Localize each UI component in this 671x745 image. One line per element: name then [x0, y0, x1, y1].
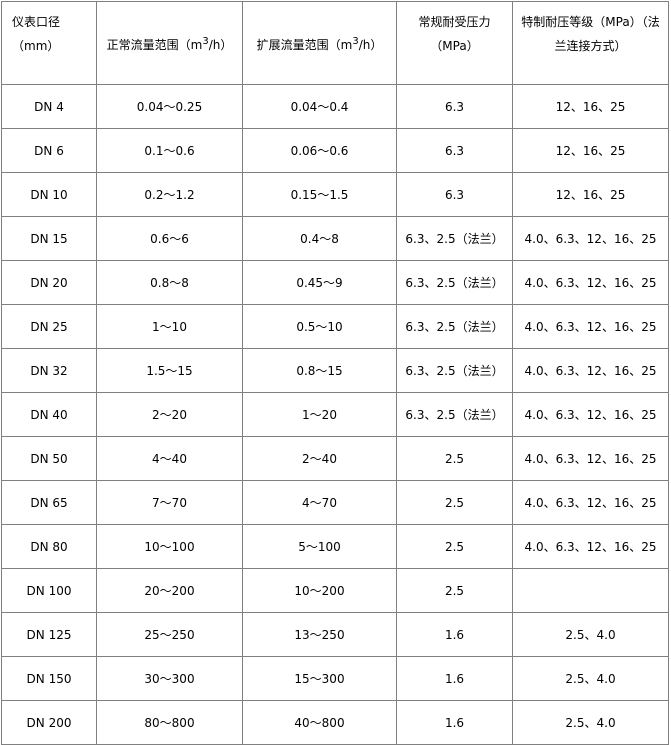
- cell-special-pressure: 4.0、6.3、12、16、25: [512, 392, 669, 437]
- header-extended-flow: 扩展流量范围（m3/h）: [242, 1, 397, 85]
- cell-caliber: DN 25: [1, 304, 97, 349]
- cell-special-pressure: 2.5、4.0: [512, 656, 669, 701]
- cell-caliber: DN 50: [1, 436, 97, 481]
- cell-caliber: DN 6: [1, 128, 97, 173]
- cell-normal-pressure: 6.3、2.5（法兰）: [396, 260, 513, 305]
- cell-normal-pressure: 1.6: [396, 656, 513, 701]
- cell-normal-pressure: 1.6: [396, 612, 513, 657]
- cell-normal-pressure: 2.5: [396, 436, 513, 481]
- table-row: DN 65 7～70 4～70 2.5 4.0、6.3、12、16、25: [1, 480, 669, 525]
- cell-extended-flow: 10～200: [242, 568, 397, 613]
- header-normal-flow-text: 正常流量范围（m: [106, 37, 203, 52]
- cell-extended-flow: 5～100: [242, 524, 397, 569]
- cell-extended-flow: 0.4～8: [242, 216, 397, 261]
- cell-normal-flow: 0.8～8: [96, 260, 243, 305]
- cell-special-pressure: 12、16、25: [512, 84, 669, 129]
- cell-normal-flow: 30～300: [96, 656, 243, 701]
- cell-caliber: DN 100: [1, 568, 97, 613]
- cell-special-pressure: 12、16、25: [512, 172, 669, 217]
- cell-extended-flow: 0.45～9: [242, 260, 397, 305]
- table-row: DN 100 20～200 10～200 2.5: [1, 568, 669, 613]
- cell-normal-flow: 10～100: [96, 524, 243, 569]
- table-row: DN 125 25～250 13～250 1.6 2.5、4.0: [1, 612, 669, 657]
- cell-normal-flow: 0.04～0.25: [96, 84, 243, 129]
- cell-special-pressure: 4.0、6.3、12、16、25: [512, 260, 669, 305]
- cell-extended-flow: 0.06～0.6: [242, 128, 397, 173]
- cell-normal-pressure: 6.3: [396, 172, 513, 217]
- cell-normal-pressure: 6.3、2.5（法兰）: [396, 392, 513, 437]
- cell-caliber: DN 80: [1, 524, 97, 569]
- table-row: DN 20 0.8～8 0.45～9 6.3、2.5（法兰） 4.0、6.3、12、16…: [1, 260, 669, 305]
- cell-extended-flow: 0.5～10: [242, 304, 397, 349]
- header-normal-flow: 正常流量范围（m3/h）: [96, 1, 243, 85]
- cell-caliber: DN 40: [1, 392, 97, 437]
- cell-normal-pressure: 6.3、2.5（法兰）: [396, 348, 513, 393]
- cell-normal-flow: 1.5～15: [96, 348, 243, 393]
- header-normal-flow-unit: /h）: [208, 37, 233, 52]
- cell-special-pressure: 4.0、6.3、12、16、25: [512, 524, 669, 569]
- header-row: 仪表口径（mm） 正常流量范围（m3/h） 扩展流量范围（m3/h） 常规耐受压…: [1, 1, 669, 85]
- table-row: DN 15 0.6～6 0.4～8 6.3、2.5（法兰） 4.0、6.3、12、16、…: [1, 216, 669, 261]
- cell-normal-flow: 7～70: [96, 480, 243, 525]
- table-row: DN 32 1.5～15 0.8～15 6.3、2.5（法兰） 4.0、6.3、12、1…: [1, 348, 669, 393]
- header-normal-pressure: 常规耐受压力（MPa）: [396, 1, 513, 85]
- table-row: DN 6 0.1～0.6 0.06～0.6 6.3 12、16、25: [1, 128, 669, 173]
- cell-caliber: DN 4: [1, 84, 97, 129]
- header-caliber: 仪表口径（mm）: [1, 1, 97, 85]
- cell-special-pressure: 4.0、6.3、12、16、25: [512, 480, 669, 525]
- cell-special-pressure: 4.0、6.3、12、16、25: [512, 348, 669, 393]
- cell-normal-flow: 0.2～1.2: [96, 172, 243, 217]
- cell-normal-pressure: 6.3: [396, 84, 513, 129]
- cell-caliber: DN 20: [1, 260, 97, 305]
- cell-caliber: DN 10: [1, 172, 97, 217]
- table-row: DN 4 0.04～0.25 0.04～0.4 6.3 12、16、25: [1, 84, 669, 129]
- cell-extended-flow: 0.15～1.5: [242, 172, 397, 217]
- cell-caliber: DN 125: [1, 612, 97, 657]
- cell-caliber: DN 32: [1, 348, 97, 393]
- cell-normal-pressure: 6.3、2.5（法兰）: [396, 304, 513, 349]
- cell-normal-pressure: 2.5: [396, 480, 513, 525]
- cell-extended-flow: 2～40: [242, 436, 397, 481]
- cell-special-pressure: 4.0、6.3、12、16、25: [512, 216, 669, 261]
- cell-normal-pressure: 2.5: [396, 524, 513, 569]
- cell-special-pressure: 12、16、25: [512, 128, 669, 173]
- cell-normal-pressure: 6.3、2.5（法兰）: [396, 216, 513, 261]
- cell-special-pressure: [512, 568, 669, 613]
- cell-extended-flow: 15～300: [242, 656, 397, 701]
- cell-special-pressure: 4.0、6.3、12、16、25: [512, 436, 669, 481]
- header-extended-flow-unit: /h）: [358, 37, 383, 52]
- header-special-pressure: 特制耐压等级（MPa）（法兰连接方式）: [512, 1, 669, 85]
- table-row: DN 10 0.2～1.2 0.15～1.5 6.3 12、16、25: [1, 172, 669, 217]
- cell-normal-flow: 0.1～0.6: [96, 128, 243, 173]
- cell-special-pressure: 2.5、4.0: [512, 612, 669, 657]
- cell-extended-flow: 0.04～0.4: [242, 84, 397, 129]
- header-extended-flow-text: 扩展流量范围（m: [256, 37, 353, 52]
- cell-normal-flow: 25～250: [96, 612, 243, 657]
- cell-extended-flow: 4～70: [242, 480, 397, 525]
- cell-normal-pressure: 2.5: [396, 568, 513, 613]
- cell-normal-flow: 20～200: [96, 568, 243, 613]
- cell-normal-pressure: 6.3: [396, 128, 513, 173]
- cell-normal-flow: 0.6～6: [96, 216, 243, 261]
- cell-extended-flow: 1～20: [242, 392, 397, 437]
- cell-normal-flow: 4～40: [96, 436, 243, 481]
- header-extended-flow-sup: 3: [352, 35, 359, 47]
- table-row: DN 50 4～40 2～40 2.5 4.0、6.3、12、16、25: [1, 436, 669, 481]
- cell-normal-flow: 1～10: [96, 304, 243, 349]
- table-row: DN 25 1～10 0.5～10 6.3、2.5（法兰） 4.0、6.3、12、16、…: [1, 304, 669, 349]
- cell-extended-flow: 13～250: [242, 612, 397, 657]
- table-row: DN 40 2～20 1～20 6.3、2.5（法兰） 4.0、6.3、12、16、25: [1, 392, 669, 437]
- cell-extended-flow: 0.8～15: [242, 348, 397, 393]
- cell-caliber: DN 150: [1, 656, 97, 701]
- cell-normal-flow: 2～20: [96, 392, 243, 437]
- cell-special-pressure: 4.0、6.3、12、16、25: [512, 304, 669, 349]
- cell-caliber: DN 65: [1, 480, 97, 525]
- table-row: DN 80 10～100 5～100 2.5 4.0、6.3、12、16、25: [1, 524, 669, 569]
- cell-caliber: DN 15: [1, 216, 97, 261]
- header-normal-flow-sup: 3: [202, 35, 209, 47]
- table-row: DN 150 30～300 15～300 1.6 2.5、4.0: [1, 656, 669, 701]
